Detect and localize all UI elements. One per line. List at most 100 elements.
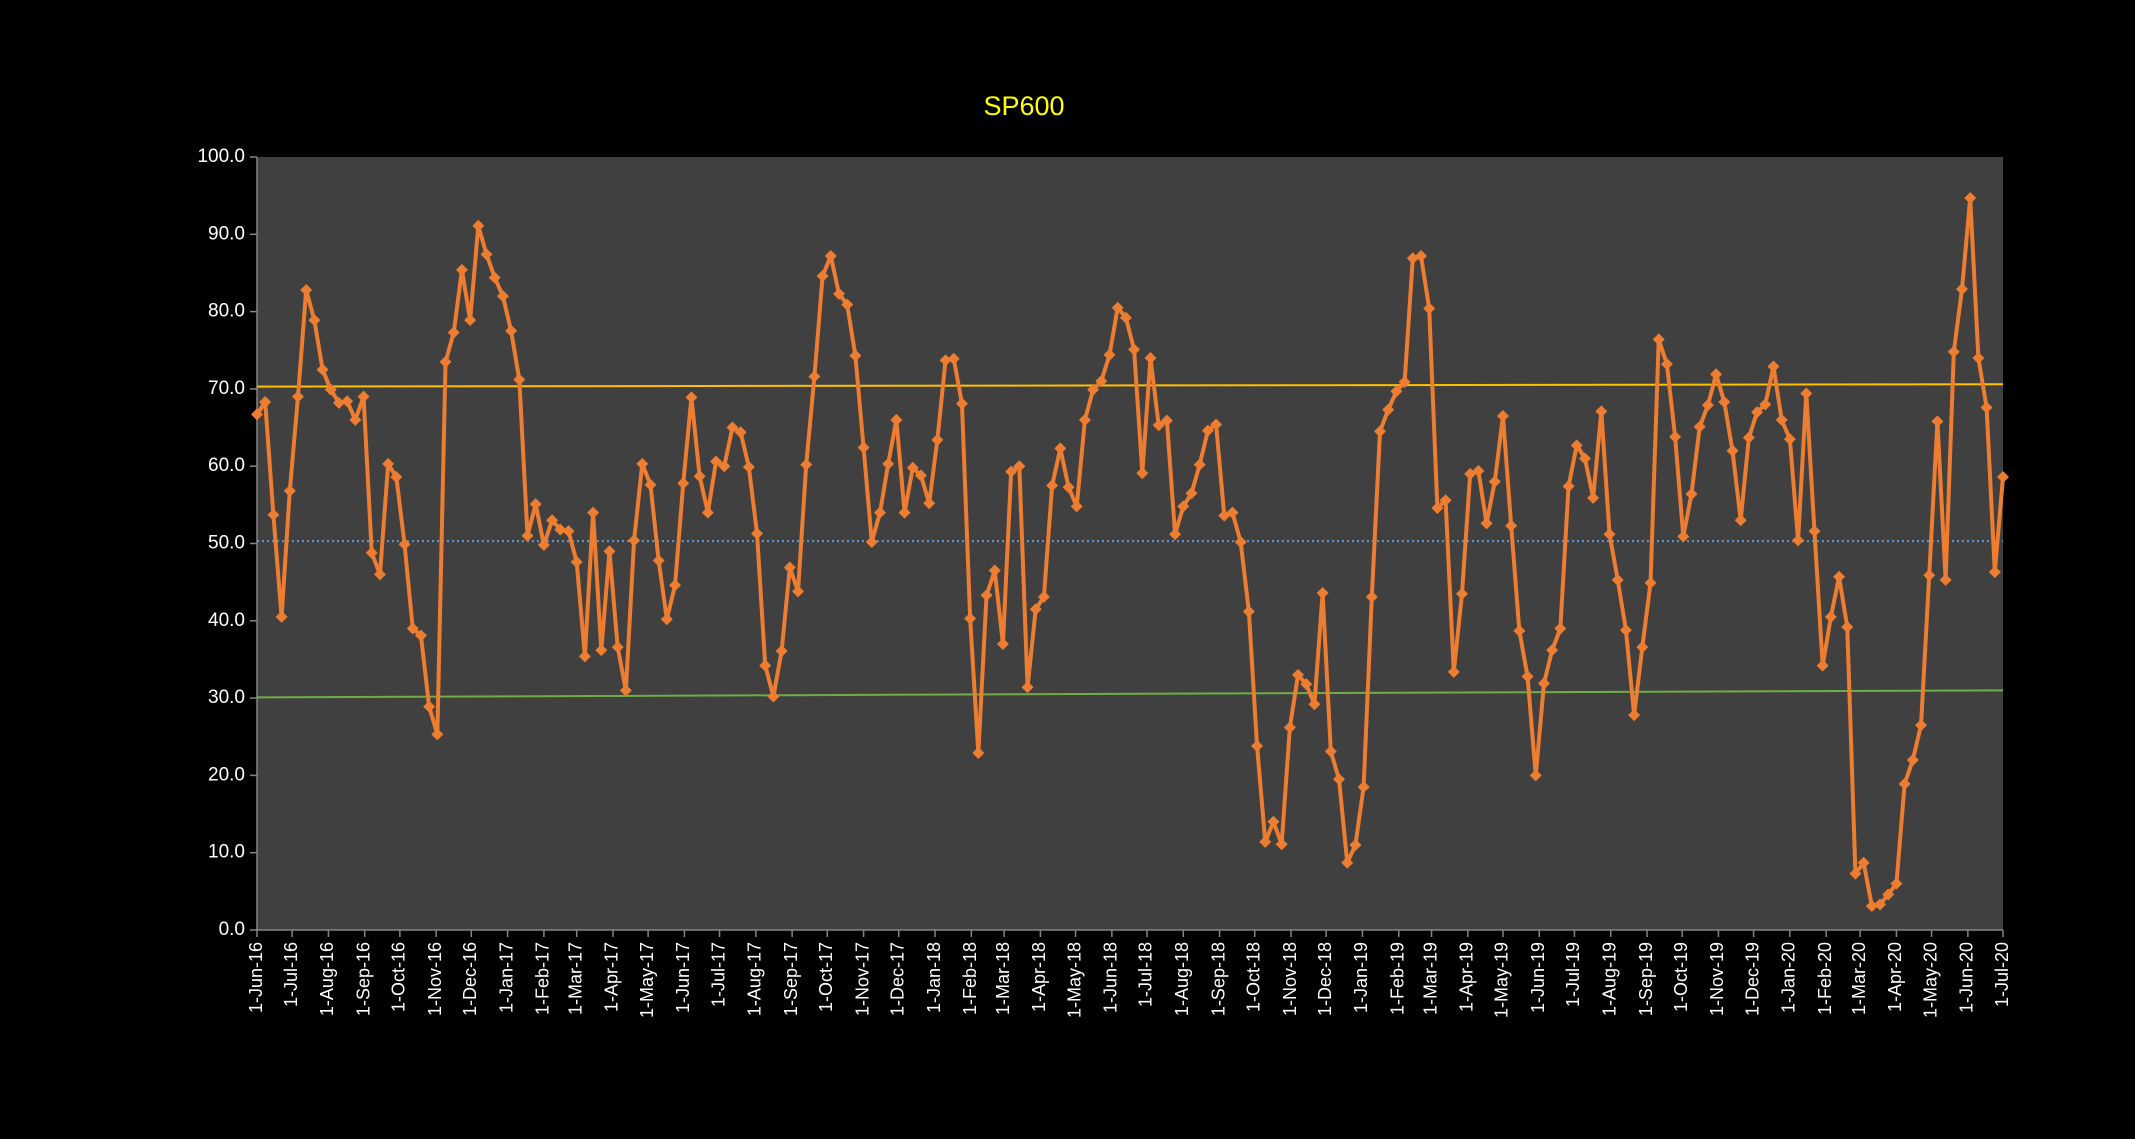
- x-tick-label: 1-May-19: [1492, 942, 1512, 1018]
- data-marker: [1267, 815, 1280, 828]
- data-marker: [1849, 867, 1862, 880]
- data-marker: [406, 622, 419, 635]
- data-marker: [1947, 345, 1960, 358]
- data-marker: [324, 383, 337, 396]
- data-marker: [1890, 877, 1903, 890]
- data-marker: [1324, 745, 1337, 758]
- data-marker: [996, 637, 1009, 650]
- data-marker: [505, 324, 518, 337]
- data-marker: [1226, 506, 1239, 519]
- x-tick-label: 1-Sep-19: [1636, 942, 1656, 1016]
- data-marker: [341, 395, 354, 408]
- data-marker: [775, 644, 788, 657]
- data-marker: [931, 433, 944, 446]
- x-tick-label: 1-Jun-16: [246, 942, 266, 1013]
- data-marker: [1923, 569, 1936, 582]
- data-marker: [972, 746, 985, 759]
- data-marker: [1259, 835, 1272, 848]
- x-tick-label: 1-Aug-16: [317, 942, 337, 1016]
- data-marker: [414, 629, 427, 642]
- data-marker: [611, 641, 624, 654]
- data-marker: [1251, 740, 1264, 753]
- x-tick-label: 1-Nov-17: [852, 942, 872, 1016]
- data-marker: [693, 470, 706, 483]
- y-tick-label: 100.0: [197, 146, 245, 167]
- data-marker: [628, 534, 641, 547]
- x-tick-label: 1-Feb-17: [533, 942, 553, 1015]
- x-tick-label: 1-Apr-18: [1029, 942, 1049, 1012]
- x-tick-label: 1-Sep-17: [781, 942, 801, 1016]
- data-marker: [1505, 519, 1518, 532]
- data-marker: [1800, 387, 1813, 400]
- data-marker: [1710, 368, 1723, 381]
- data-marker: [300, 283, 313, 296]
- y-tick-label: 40.0: [208, 610, 245, 631]
- data-marker: [914, 469, 927, 482]
- data-marker: [1374, 425, 1387, 438]
- data-marker: [1718, 396, 1731, 409]
- data-marker: [1833, 570, 1846, 583]
- data-marker: [472, 219, 485, 232]
- data-marker: [1078, 413, 1091, 426]
- data-marker: [1177, 500, 1190, 513]
- x-tick-label: 1-Oct-19: [1671, 942, 1691, 1012]
- data-marker: [398, 538, 411, 551]
- data-marker: [587, 506, 600, 519]
- data-marker: [1037, 590, 1050, 603]
- data-marker: [701, 506, 714, 519]
- data-marker: [283, 484, 296, 497]
- data-marker: [423, 700, 436, 713]
- data-marker: [849, 349, 862, 362]
- data-marker: [1488, 475, 1501, 488]
- data-marker: [1455, 587, 1468, 600]
- data-marker: [1808, 525, 1821, 538]
- x-tick-label: 1-Mar-19: [1420, 942, 1440, 1015]
- x-tick-label: 1-Mar-20: [1849, 942, 1869, 1015]
- data-marker: [964, 612, 977, 625]
- data-marker: [1857, 856, 1870, 869]
- x-tick-label: 1-Oct-16: [389, 942, 409, 1012]
- data-marker: [1742, 431, 1755, 444]
- x-tick-label: 1-Dec-17: [887, 942, 907, 1016]
- data-marker: [332, 396, 345, 409]
- x-tick-label: 1-May-18: [1064, 942, 1084, 1018]
- data-marker: [751, 527, 764, 540]
- data-marker: [513, 373, 526, 386]
- data-marker: [939, 354, 952, 367]
- data-marker: [1587, 491, 1600, 504]
- data-marker: [570, 556, 583, 569]
- data-marker: [1308, 698, 1321, 711]
- data-marker: [1578, 452, 1591, 465]
- data-marker: [1160, 414, 1173, 427]
- data-marker: [1931, 415, 1944, 428]
- data-marker: [529, 498, 542, 511]
- data-marker: [464, 314, 477, 327]
- data-marker: [382, 457, 395, 470]
- data-marker: [988, 564, 1001, 577]
- data-marker: [783, 561, 796, 574]
- data-marker: [955, 397, 968, 410]
- data-marker: [439, 355, 452, 368]
- data-marker: [1898, 777, 1911, 790]
- y-tick-label: 0.0: [219, 919, 245, 940]
- x-tick-label: 1-Jan-17: [496, 942, 516, 1013]
- data-marker: [291, 390, 304, 403]
- data-marker: [1029, 603, 1042, 616]
- data-marker: [1136, 467, 1149, 480]
- data-marker: [1521, 670, 1534, 683]
- data-marker: [816, 270, 829, 283]
- data-marker: [1997, 471, 2009, 484]
- data-marker: [906, 461, 919, 474]
- data-marker: [1865, 900, 1878, 913]
- x-tick-label: 1-Jul-18: [1136, 942, 1156, 1007]
- chart-title: SP600: [983, 91, 1064, 121]
- data-marker: [562, 525, 575, 538]
- data-marker: [1111, 301, 1124, 314]
- data-marker: [1513, 624, 1526, 637]
- y-tick-label: 70.0: [208, 378, 245, 399]
- x-tick-label: 1-Aug-17: [745, 942, 765, 1016]
- data-marker: [259, 396, 272, 409]
- x-tick-label: 1-Nov-16: [425, 942, 445, 1016]
- data-marker: [316, 363, 329, 376]
- data-marker: [595, 644, 608, 657]
